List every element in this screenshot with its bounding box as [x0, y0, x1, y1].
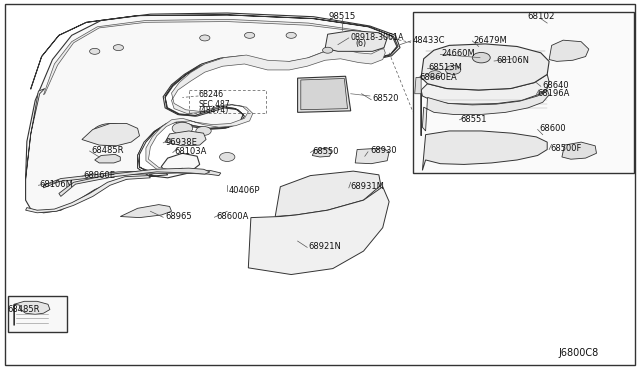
Circle shape	[445, 65, 461, 74]
Circle shape	[220, 153, 235, 161]
Text: 40406P: 40406P	[229, 186, 260, 195]
Text: 24660M: 24660M	[442, 49, 476, 58]
Text: 68640: 68640	[543, 81, 570, 90]
Circle shape	[92, 124, 130, 146]
Polygon shape	[44, 19, 385, 171]
Circle shape	[323, 47, 333, 53]
Polygon shape	[120, 205, 172, 218]
Polygon shape	[355, 148, 389, 164]
Text: J6800C8: J6800C8	[558, 348, 598, 357]
Bar	[8, 296, 67, 332]
Text: 68860EA: 68860EA	[419, 73, 457, 81]
Polygon shape	[325, 31, 387, 51]
Text: 68246: 68246	[198, 90, 223, 99]
Text: 48433C: 48433C	[413, 36, 445, 45]
Text: 68485R: 68485R	[8, 305, 40, 314]
Text: 68102: 68102	[527, 12, 554, 21]
Text: 68600: 68600	[539, 124, 566, 133]
Circle shape	[196, 126, 211, 135]
Bar	[413, 12, 634, 173]
Polygon shape	[26, 89, 45, 179]
Polygon shape	[422, 90, 549, 131]
Polygon shape	[26, 13, 400, 213]
Circle shape	[286, 32, 296, 38]
Text: 68921N: 68921N	[308, 242, 341, 251]
Text: 26479M: 26479M	[474, 36, 508, 45]
Circle shape	[200, 35, 210, 41]
Circle shape	[472, 52, 490, 63]
Text: 68600A: 68600A	[216, 212, 249, 221]
Polygon shape	[275, 171, 381, 217]
Polygon shape	[44, 170, 221, 188]
Text: 68520: 68520	[372, 94, 399, 103]
Circle shape	[244, 32, 255, 38]
Polygon shape	[298, 76, 351, 112]
Text: 68500F: 68500F	[550, 144, 582, 153]
Polygon shape	[562, 142, 596, 159]
Text: 68485R: 68485R	[92, 146, 124, 155]
Polygon shape	[301, 78, 348, 110]
Circle shape	[90, 48, 100, 54]
Text: 68965: 68965	[165, 212, 192, 221]
Circle shape	[99, 128, 122, 141]
Circle shape	[113, 45, 124, 51]
Circle shape	[429, 71, 442, 78]
Polygon shape	[415, 77, 421, 94]
Text: 68196A: 68196A	[538, 89, 570, 98]
Polygon shape	[165, 131, 206, 146]
Polygon shape	[312, 148, 332, 157]
Text: 68106M: 68106M	[40, 180, 74, 189]
Polygon shape	[421, 44, 549, 90]
Text: 68931M: 68931M	[351, 182, 385, 191]
Text: SEC.487: SEC.487	[198, 100, 230, 109]
Polygon shape	[95, 154, 120, 163]
Text: 08918-3061A: 08918-3061A	[351, 33, 404, 42]
Circle shape	[172, 122, 193, 134]
Polygon shape	[31, 15, 398, 175]
Polygon shape	[248, 187, 389, 275]
Polygon shape	[82, 124, 140, 146]
Polygon shape	[14, 301, 50, 326]
Text: 68551: 68551	[461, 115, 487, 124]
Polygon shape	[422, 131, 547, 170]
Text: 68513M: 68513M	[429, 63, 463, 72]
Text: 68860E: 68860E	[83, 171, 115, 180]
Text: (6): (6)	[355, 39, 366, 48]
Text: 68550: 68550	[312, 147, 339, 156]
Polygon shape	[421, 74, 549, 136]
Text: 68106N: 68106N	[496, 56, 529, 65]
Text: 68930: 68930	[370, 146, 397, 155]
Text: (48474): (48474)	[198, 106, 228, 115]
Polygon shape	[549, 40, 589, 61]
Polygon shape	[26, 176, 150, 213]
Text: 96938E: 96938E	[165, 138, 197, 147]
Text: 98515: 98515	[329, 12, 356, 21]
Text: 68103A: 68103A	[174, 147, 207, 156]
Polygon shape	[59, 168, 210, 196]
